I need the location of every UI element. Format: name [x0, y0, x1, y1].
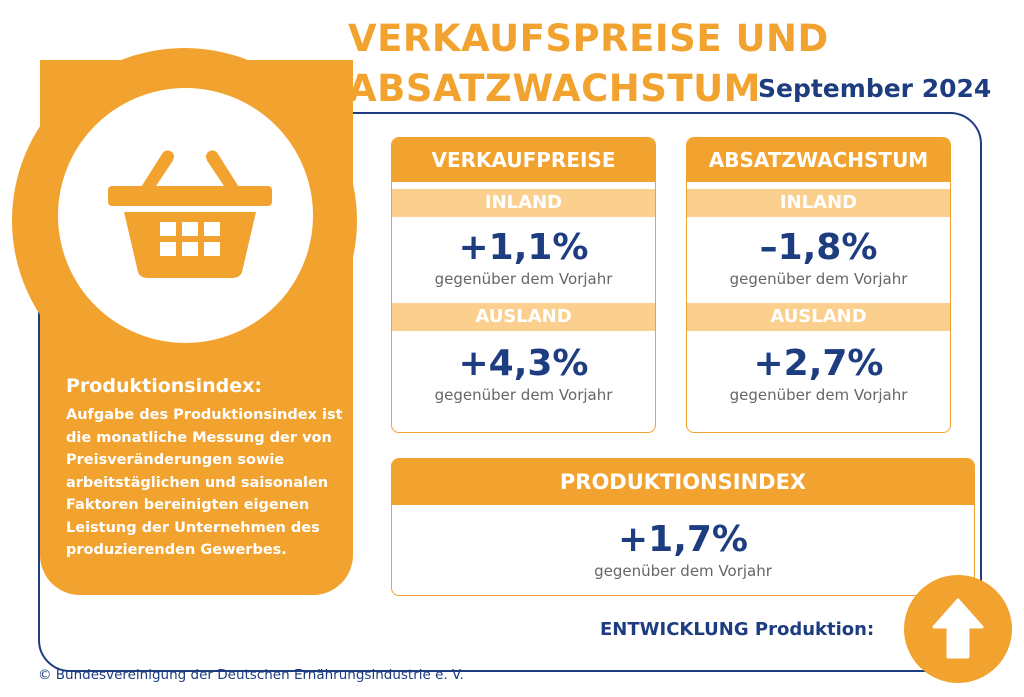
absatzwachstum-card: ABSATZWACHSTUM INLAND –1,8% gegenüber de…: [686, 137, 951, 433]
arrow-up-icon: [932, 598, 984, 659]
verkaufspreise-ausland-value: +4,3%: [458, 343, 589, 384]
basket-icon: [108, 150, 272, 278]
verkaufspreise-ausland-label: AUSLAND: [392, 303, 655, 331]
entwicklung-label: ENTWICKLUNG Produktion:: [600, 619, 875, 640]
absatzwachstum-inland-label: INLAND: [687, 189, 950, 217]
produktionsindex-header: PRODUKTIONSINDEX: [392, 459, 974, 505]
absatzwachstum-inland-caption: gegenüber dem Vorjahr: [729, 270, 908, 288]
copyright-footer: © Bundesvereinigung der Deutschen Ernähr…: [38, 667, 464, 683]
trend-indicator: [904, 575, 1012, 683]
sidebar-heading: Produktionsindex:: [66, 375, 262, 397]
produktionsindex-value: +1,7%: [617, 519, 748, 560]
verkaufspreise-card: VERKAUFPREISE INLAND +1,1% gegenüber dem…: [391, 137, 656, 433]
verkaufspreise-inland-caption: gegenüber dem Vorjahr: [434, 270, 613, 288]
verkaufspreise-inland-value: +1,1%: [458, 227, 589, 268]
absatzwachstum-ausland-caption: gegenüber dem Vorjahr: [729, 386, 908, 404]
verkaufspreise-inland-label: INLAND: [392, 189, 655, 217]
sidebar-description: Aufgabe des Produktionsindex ist die mon…: [66, 407, 343, 558]
produktionsindex-card: PRODUKTIONSINDEX +1,7% gegenüber dem Vor…: [391, 458, 975, 596]
absatzwachstum-ausland-label: AUSLAND: [687, 303, 950, 331]
absatzwachstum-ausland-value: +2,7%: [753, 343, 884, 384]
content-frame: [38, 112, 982, 672]
verkaufspreise-ausland-caption: gegenüber dem Vorjahr: [434, 386, 613, 404]
date-label: September 2024: [758, 74, 992, 103]
title-line-2: ABSATZWACHSTUM: [348, 67, 761, 110]
absatzwachstum-inland-value: –1,8%: [759, 227, 878, 268]
page-title: VERKAUFSPREISE UND ABSATZWACHSTUM: [348, 14, 829, 114]
title-line-1: VERKAUFSPREISE UND: [348, 17, 829, 60]
verkaufspreise-header: VERKAUFPREISE: [392, 138, 655, 182]
produktionsindex-caption: gegenüber dem Vorjahr: [594, 562, 772, 580]
absatzwachstum-header: ABSATZWACHSTUM: [687, 138, 950, 182]
